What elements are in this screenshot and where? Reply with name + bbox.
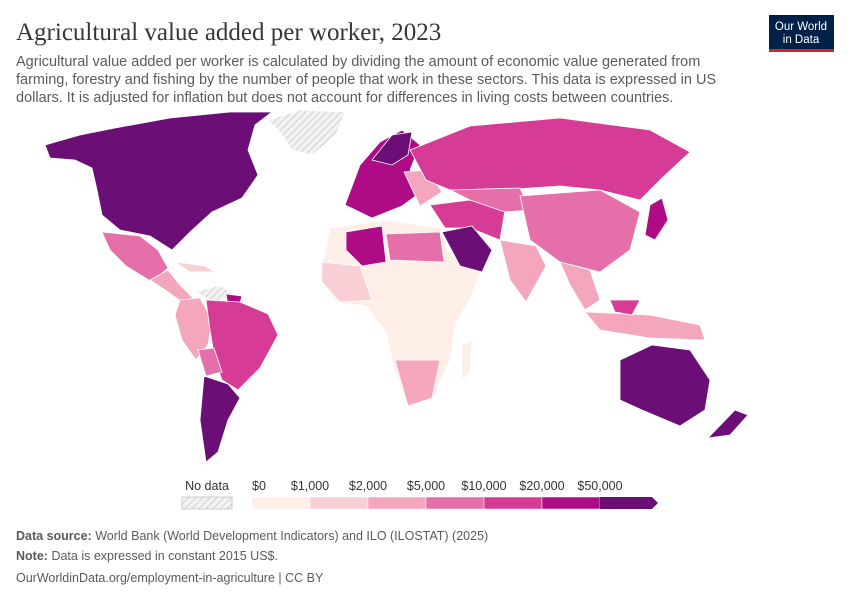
legend: No data $0 $1,000 $2,000 $5,000 $10,000 $20,0…: [181, 479, 658, 510]
southeast-asia: [559, 261, 601, 311]
central-asia: [449, 187, 531, 213]
logo[interactable]: Our World in Data: [769, 15, 834, 52]
source-label: Data source:: [16, 529, 92, 543]
legend-label: $5,000: [407, 479, 445, 493]
legend-swatch: [367, 496, 427, 510]
malaysia: [609, 299, 641, 316]
russia: [409, 117, 691, 201]
legend-swatch: [541, 496, 601, 510]
algeria: [345, 225, 387, 267]
logo-text[interactable]: in Data: [783, 34, 820, 46]
logo-box[interactable]: [769, 15, 834, 51]
legend-swatch: [309, 496, 369, 510]
brazil: [205, 299, 279, 391]
libya-egypt: [385, 231, 445, 263]
west-africa: [321, 261, 373, 303]
caribbean: [174, 261, 217, 273]
saudi-arabia: [441, 225, 493, 273]
japan: [644, 197, 669, 241]
legend-label: $20,000: [519, 479, 564, 493]
indonesia: [584, 311, 706, 341]
legend-label: $2,000: [349, 479, 387, 493]
legend-label: $1,000: [291, 479, 329, 493]
legend-swatch: [425, 496, 485, 510]
north-america: [44, 111, 274, 251]
scandinavia: [371, 131, 413, 166]
greenland: [267, 109, 346, 156]
legend-swatch: [483, 496, 543, 510]
legend-label: $0: [252, 479, 266, 493]
argentina: [199, 375, 241, 463]
madagascar: [461, 339, 473, 381]
map: [44, 109, 749, 463]
logo-bar: [769, 49, 834, 52]
legend-no-data: [181, 496, 233, 510]
link[interactable]: OurWorldinData.org/employment-in-agricul…: [16, 571, 324, 585]
note-text: Data is expressed in constant 2015 US$.: [51, 549, 278, 563]
bolivia: [197, 347, 223, 377]
legend-label: $10,000: [461, 479, 506, 493]
source-text: World Bank (World Development Indicators…: [95, 529, 488, 543]
legend-swatch: [251, 496, 311, 510]
logo-text[interactable]: Our World: [775, 21, 827, 33]
legend-swatch: [600, 497, 658, 509]
legend-label: No data: [185, 479, 229, 493]
subtitle: Agricultural value added per worker is c…: [16, 54, 700, 70]
subtitle: farming, forestry and fishing by the num…: [16, 72, 716, 88]
legend-label: $50,000: [577, 479, 622, 493]
subtitle: dollars. It is adjusted for inflation bu…: [16, 90, 673, 106]
new-zealand: [706, 409, 749, 439]
australia: [619, 344, 711, 427]
india: [499, 239, 547, 303]
source: Data source: World Bank (World Developme…: [16, 529, 488, 543]
china: [519, 189, 641, 273]
title: Agricultural value added per worker, 202…: [16, 19, 441, 46]
note: Note: Data is expressed in constant 2015…: [16, 549, 278, 563]
note-label: Note:: [16, 549, 48, 563]
southern-africa: [394, 359, 441, 407]
